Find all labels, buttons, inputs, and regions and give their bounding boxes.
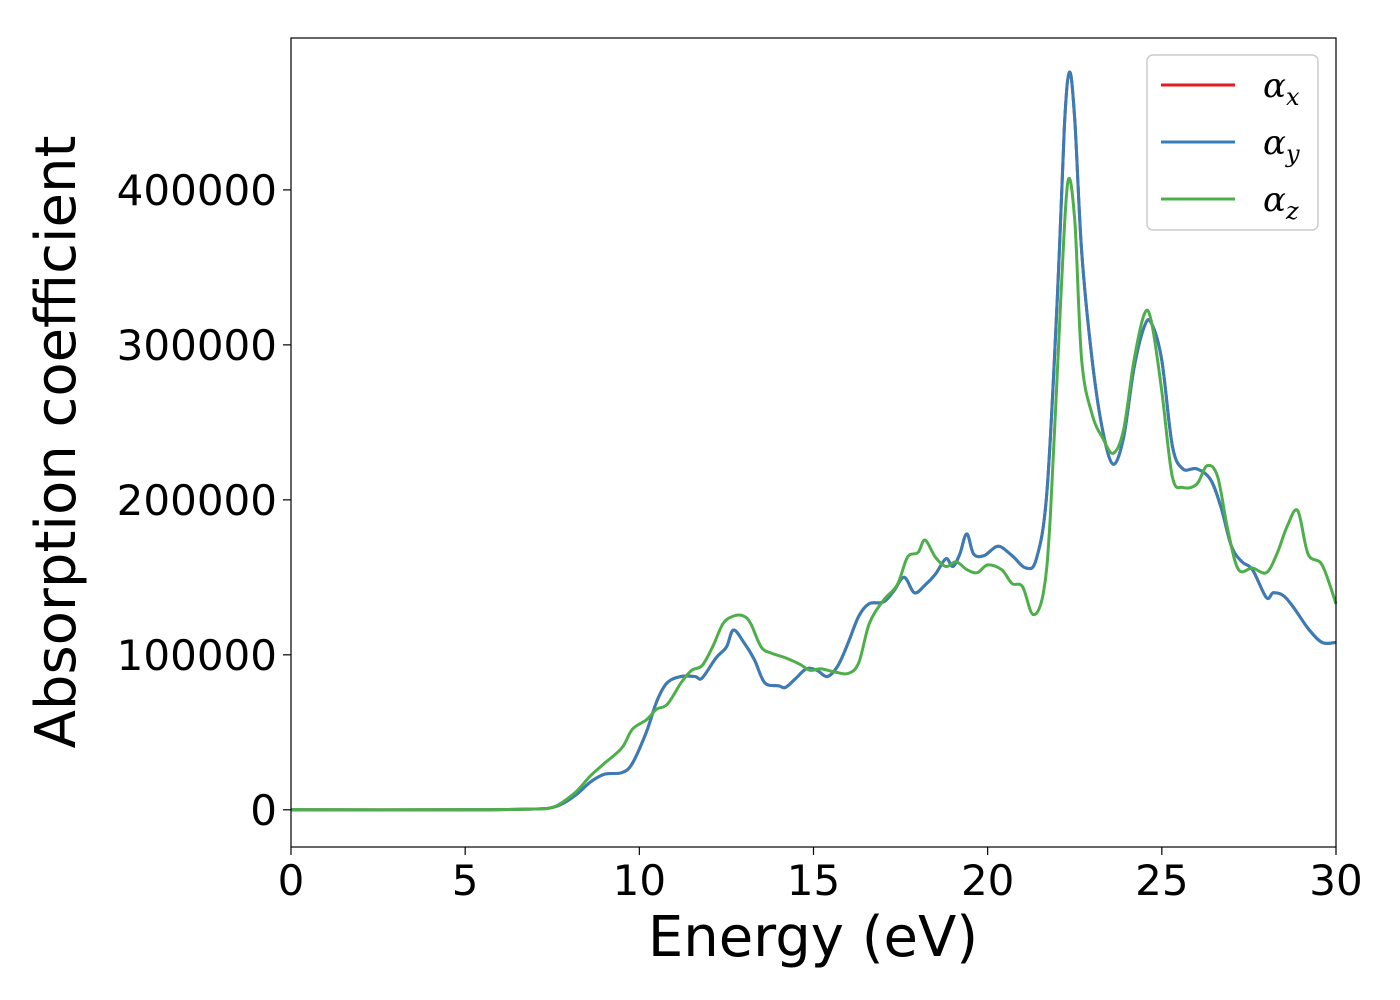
legend-item-alpha-x: αx xyxy=(1161,66,1300,111)
x-tick-label: 15 xyxy=(787,856,840,905)
x-tick-label: 0 xyxy=(278,856,305,905)
y-tick-label: 0 xyxy=(250,786,277,835)
y-tick-label: 200000 xyxy=(117,476,277,525)
series-lines xyxy=(290,70,1338,812)
x-ticks: 0 5 10 15 20 25 30 xyxy=(278,847,1363,905)
series-line-alpha-y xyxy=(290,70,1337,812)
x-axis-label: Energy (eV) xyxy=(648,905,978,970)
y-ticks: 0 100000 200000 300000 400000 xyxy=(117,166,291,835)
legend-item-alpha-y: αy xyxy=(1161,123,1300,168)
x-tick-label: 25 xyxy=(1135,856,1188,905)
legend-label: αy xyxy=(1263,123,1300,168)
y-axis-label: Absorption coefficient xyxy=(24,136,89,749)
legend-label: αx xyxy=(1263,66,1300,111)
y-tick-label: 100000 xyxy=(117,631,277,680)
y-tick-label: 400000 xyxy=(117,166,277,215)
x-tick-label: 20 xyxy=(961,856,1014,905)
series-line-alpha-z xyxy=(290,176,1338,812)
x-tick-label: 5 xyxy=(452,856,479,905)
y-tick-label: 300000 xyxy=(117,321,277,370)
x-tick-label: 10 xyxy=(613,856,666,905)
x-tick-label: 30 xyxy=(1309,856,1362,905)
